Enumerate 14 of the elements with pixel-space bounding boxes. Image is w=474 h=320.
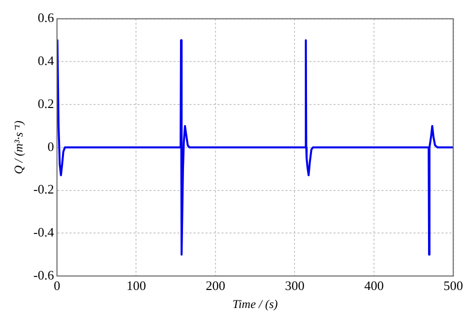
x-tick-label: 500: [444, 278, 463, 294]
x-tick-label: 400: [364, 278, 384, 294]
x-tick-label: 200: [206, 278, 226, 294]
y-tick-label: -0.6: [33, 267, 54, 282]
x-tick-label: 300: [284, 278, 304, 294]
y-tick-label: 0.4: [38, 53, 54, 68]
y-axis-title: Q / (m³·s⁻¹): [11, 120, 26, 174]
y-tick-label: 0.2: [38, 96, 54, 111]
y-tick-label: 0: [47, 138, 54, 154]
y-tick-label: 0.6: [38, 10, 54, 26]
x-tick-label: 100: [126, 278, 146, 294]
y-tick-label: -0.2: [33, 182, 54, 197]
y-tick-label: -0.4: [33, 224, 54, 240]
x-axis-title: Time / (s): [232, 296, 278, 311]
